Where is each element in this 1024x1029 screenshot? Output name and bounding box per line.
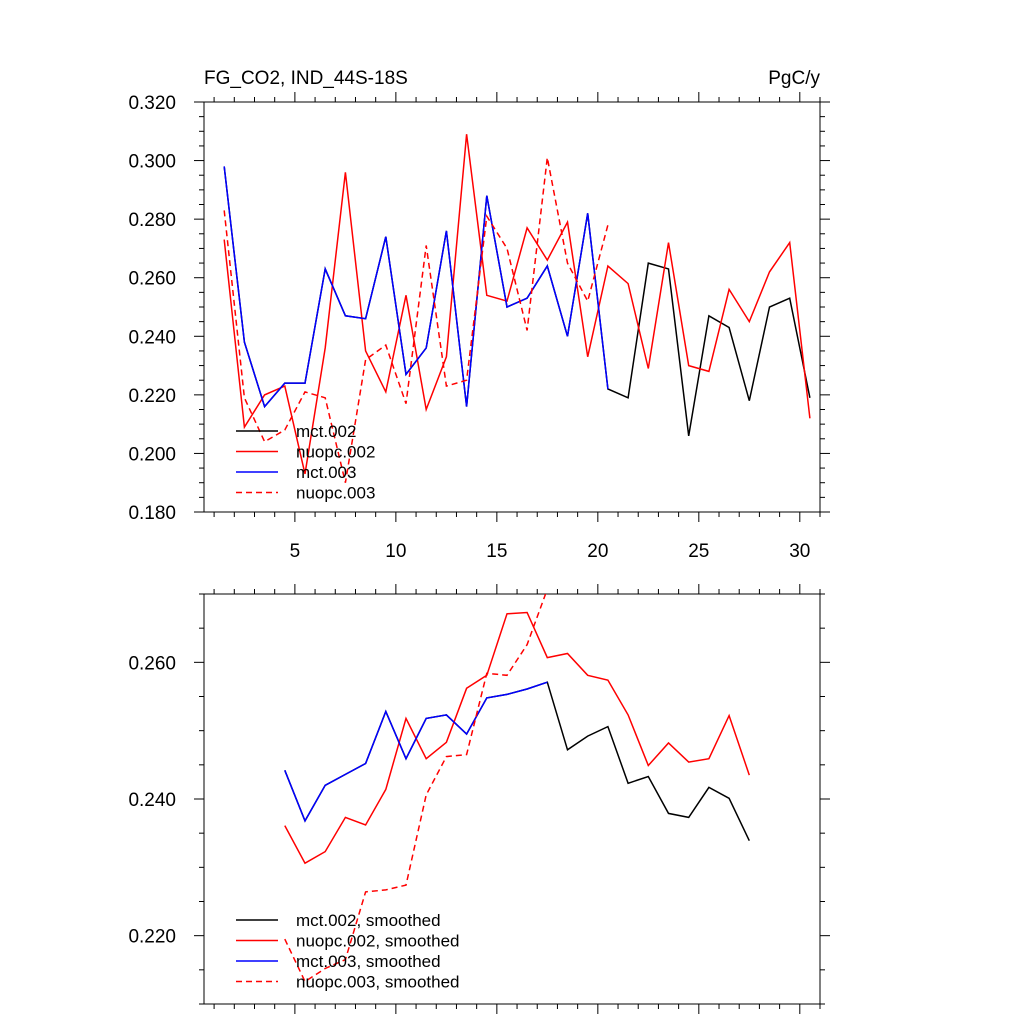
legend-label: mct.003, smoothed [296,952,441,971]
series-line-nuopc-003 [224,158,608,483]
series-line-mct-003-smoothed [285,682,548,821]
x-tick-label: 5 [290,541,301,562]
chart-units-label: PgC/y [768,68,820,89]
y-tick-label: 0.220 [128,386,176,407]
series-line-mct-002-smoothed [285,682,750,841]
legend-label: mct.002 [296,422,356,441]
chart-panel-top: 0.180 0.200 0.220 0.240 0.260 0.280 0.300 0.320… [128,68,830,562]
y-tick-label: 0.280 [128,210,176,231]
y-tick-label: 0.260 [128,269,176,290]
legend-label: mct.002, smoothed [296,911,441,930]
x-tick-label: 30 [789,541,810,562]
x-tick-label: 20 [587,541,608,562]
y-tick-label: 0.200 [128,444,176,465]
legend-label: nuopc.002 [296,443,375,462]
y-tick-label: 0.240 [128,790,176,811]
x-tick-label: 15 [486,541,507,562]
series-line-mct-002 [224,166,810,436]
chart-title-left: FG_CO2, IND_44S-18S [204,68,408,89]
legend-label: nuopc.002, smoothed [296,932,460,951]
x-tick-label: 10 [385,541,406,562]
series-line-mct-003 [224,166,608,406]
y-tick-label: 0.180 [128,503,176,524]
legend-label: nuopc.003 [296,484,375,503]
y-tick-label: 0.220 [128,927,176,948]
y-tick-label: 0.240 [128,327,176,348]
y-tick-label: 0.300 [128,152,176,173]
y-tick-label: 0.320 [128,93,176,114]
x-tick-label: 25 [688,541,709,562]
series-line-nuopc-002-smoothed [285,613,750,864]
y-tick-label: 0.260 [128,653,176,674]
legend-label: mct.003 [296,463,356,482]
legend-label: nuopc.003, smoothed [296,973,460,992]
chart-panel-bottom: 0.220 0.240 0.260 mct.002, smoothed nuopc.00… [128,584,830,1014]
